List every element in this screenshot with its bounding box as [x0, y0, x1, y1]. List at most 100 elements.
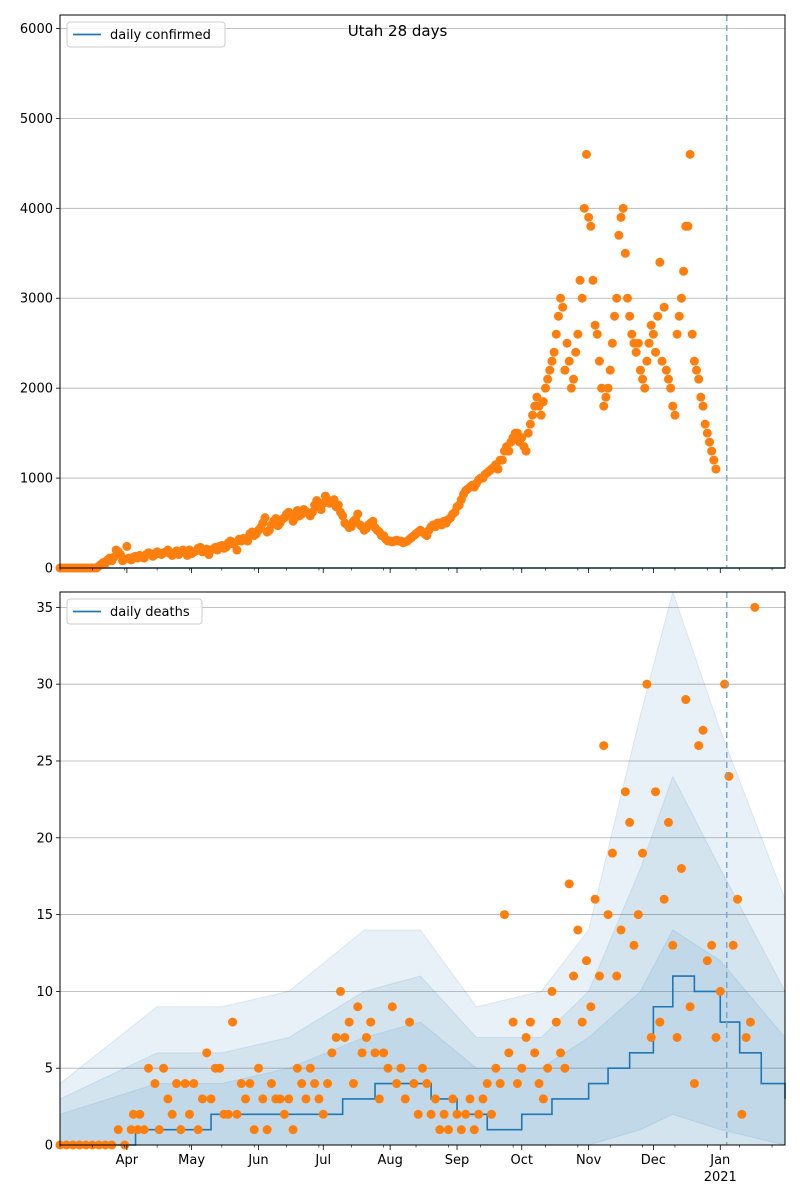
- data-point: [694, 374, 704, 384]
- data-point: [651, 347, 661, 357]
- data-point: [700, 419, 710, 429]
- data-point: [728, 940, 738, 950]
- data-point: [545, 365, 555, 375]
- data-point: [452, 1109, 462, 1119]
- data-point: [661, 365, 671, 375]
- data-point: [180, 1079, 190, 1089]
- data-point: [581, 149, 591, 159]
- data-point: [737, 1109, 747, 1119]
- data-point: [540, 383, 550, 393]
- y-tick-label: 5000: [20, 112, 53, 127]
- data-point: [594, 971, 604, 981]
- data-point: [534, 1079, 544, 1089]
- data-point: [348, 1079, 358, 1089]
- data-point: [307, 507, 317, 517]
- data-point: [681, 695, 691, 705]
- data-point: [405, 1017, 415, 1027]
- data-point: [228, 1017, 238, 1027]
- data-point: [577, 1017, 587, 1027]
- data-point: [260, 513, 270, 523]
- data-point: [236, 1079, 246, 1089]
- data-point: [590, 894, 600, 904]
- data-point: [292, 1063, 302, 1073]
- data-point: [254, 1063, 264, 1073]
- data-point: [655, 1017, 665, 1027]
- data-point: [663, 374, 673, 384]
- data-point: [640, 383, 650, 393]
- y-tick-label: 3000: [20, 292, 53, 307]
- data-point: [387, 1002, 397, 1012]
- data-point: [543, 374, 553, 384]
- data-point: [439, 1109, 449, 1119]
- data-point: [698, 725, 708, 735]
- x-tick-label: Dec: [641, 1153, 666, 1168]
- x-tick-label: Jul: [314, 1153, 331, 1168]
- data-point: [566, 383, 576, 393]
- data-point: [655, 257, 665, 267]
- data-point: [592, 329, 602, 339]
- data-point: [564, 356, 574, 366]
- data-point: [547, 356, 557, 366]
- data-point: [657, 356, 667, 366]
- data-point: [672, 329, 682, 339]
- data-point: [694, 741, 704, 751]
- x-tick-label: Oct: [511, 1153, 533, 1168]
- data-point: [676, 864, 686, 873]
- x-tick-label: Apr: [116, 1153, 139, 1168]
- data-point: [301, 1094, 311, 1104]
- data-point: [139, 1125, 149, 1135]
- data-point: [556, 1048, 566, 1058]
- data-point: [590, 320, 600, 330]
- data-point: [443, 1125, 453, 1135]
- data-point: [612, 971, 622, 981]
- data-point: [517, 433, 527, 443]
- data-point: [562, 338, 572, 348]
- data-point: [560, 365, 570, 375]
- data-point: [159, 1063, 169, 1073]
- data-point: [622, 293, 632, 303]
- data-point: [674, 311, 684, 321]
- data-point: [670, 410, 680, 420]
- data-point: [638, 848, 648, 858]
- y-tick-label: 20: [36, 831, 53, 846]
- data-point: [646, 320, 656, 330]
- x-tick-label: Aug: [377, 1153, 402, 1168]
- data-point: [310, 1079, 320, 1089]
- data-point: [418, 1063, 427, 1073]
- data-point: [575, 275, 585, 285]
- data-point: [601, 392, 611, 402]
- data-point: [353, 509, 363, 519]
- data-point: [711, 464, 721, 474]
- data-point: [553, 311, 563, 321]
- data-point: [599, 741, 609, 751]
- data-point: [653, 311, 663, 321]
- data-point: [525, 1017, 535, 1027]
- data-point: [340, 1032, 350, 1042]
- y-tick-label: 15: [36, 908, 53, 923]
- axes-frame: [59, 591, 786, 1146]
- data-point: [616, 925, 626, 935]
- data-point: [581, 956, 591, 966]
- uncertainty-band: [59, 590, 786, 1146]
- x-tick-label: Nov: [576, 1153, 602, 1168]
- data-point: [223, 1109, 233, 1119]
- data-point: [353, 1002, 363, 1012]
- data-point: [258, 1094, 268, 1104]
- data-point: [659, 894, 669, 904]
- data-point: [215, 1063, 225, 1073]
- data-point: [461, 1109, 471, 1119]
- data-point: [172, 1079, 182, 1089]
- data-point: [504, 446, 514, 456]
- data-point: [642, 356, 652, 366]
- data-point: [150, 1079, 160, 1089]
- data-point: [413, 1109, 423, 1119]
- data-point: [314, 1094, 324, 1104]
- data-point: [551, 1017, 561, 1027]
- data-point: [176, 1125, 186, 1135]
- data-point: [558, 302, 568, 312]
- data-point: [357, 1048, 367, 1058]
- data-point: [538, 1094, 548, 1104]
- data-point: [422, 1079, 432, 1089]
- y-tick-label: 30: [36, 678, 53, 693]
- x-tick-label: May: [178, 1153, 205, 1168]
